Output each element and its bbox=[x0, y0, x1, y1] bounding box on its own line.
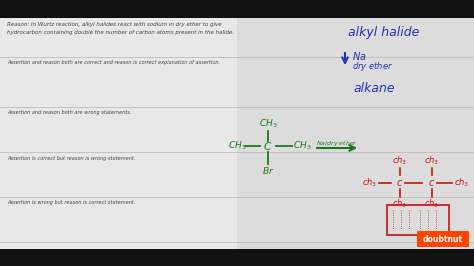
Text: hydrocarbon containing double the number of carbon atoms present in the halide.: hydrocarbon containing double the number… bbox=[7, 30, 234, 35]
Text: $\mathit{Na}$: $\mathit{Na}$ bbox=[352, 50, 366, 62]
Text: Assertion and reason both are wrong statements.: Assertion and reason both are wrong stat… bbox=[7, 110, 131, 115]
Bar bbox=[0, 0, 237, 266]
Bar bbox=[0, 0, 474, 18]
Text: $\mathit{ch_3}$: $\mathit{ch_3}$ bbox=[392, 155, 408, 167]
Text: $\mathit{CH_3}$: $\mathit{CH_3}$ bbox=[228, 140, 246, 152]
Text: alkyl halide: alkyl halide bbox=[348, 26, 419, 39]
Text: $\mathit{ch_3}$: $\mathit{ch_3}$ bbox=[424, 198, 439, 210]
Text: $\mathit{ch_3}$: $\mathit{ch_3}$ bbox=[424, 155, 439, 167]
Text: doubtnut: doubtnut bbox=[423, 235, 463, 243]
Text: $\mathit{CH_3}$: $\mathit{CH_3}$ bbox=[293, 140, 311, 152]
Text: $\mathit{dry\ ether}$: $\mathit{dry\ ether}$ bbox=[352, 60, 393, 73]
Text: $\mathit{ch_3}$: $\mathit{ch_3}$ bbox=[455, 177, 470, 189]
Text: $\mathit{c}$: $\mathit{c}$ bbox=[396, 178, 404, 188]
Text: Assertion is correct but reason is wrong statement.: Assertion is correct but reason is wrong… bbox=[7, 156, 136, 161]
Text: alkane: alkane bbox=[353, 82, 395, 95]
Text: Assertion is wrong but reason is correct statement.: Assertion is wrong but reason is correct… bbox=[7, 200, 136, 205]
Bar bbox=[0, 249, 474, 266]
Text: $\mathit{C}$: $\mathit{C}$ bbox=[264, 140, 273, 152]
Text: $\mathit{ch_3}$: $\mathit{ch_3}$ bbox=[392, 198, 408, 210]
Text: $\mathit{Br}$: $\mathit{Br}$ bbox=[262, 164, 274, 176]
Bar bbox=[237, 0, 474, 266]
FancyBboxPatch shape bbox=[417, 231, 469, 247]
Text: Reason: In Wurtz reaction, alkyl halides react with sodium in dry ether to give: Reason: In Wurtz reaction, alkyl halides… bbox=[7, 22, 222, 27]
Text: $\mathit{Na/dry\ ether}$: $\mathit{Na/dry\ ether}$ bbox=[316, 139, 358, 148]
Text: $\mathit{CH_3}$: $\mathit{CH_3}$ bbox=[259, 118, 277, 130]
Text: $\mathit{ch_3}$: $\mathit{ch_3}$ bbox=[363, 177, 378, 189]
Text: $\mathit{c}$: $\mathit{c}$ bbox=[428, 178, 436, 188]
Text: Assertion and reason both are correct and reason is correct explanation of asser: Assertion and reason both are correct an… bbox=[7, 60, 220, 65]
